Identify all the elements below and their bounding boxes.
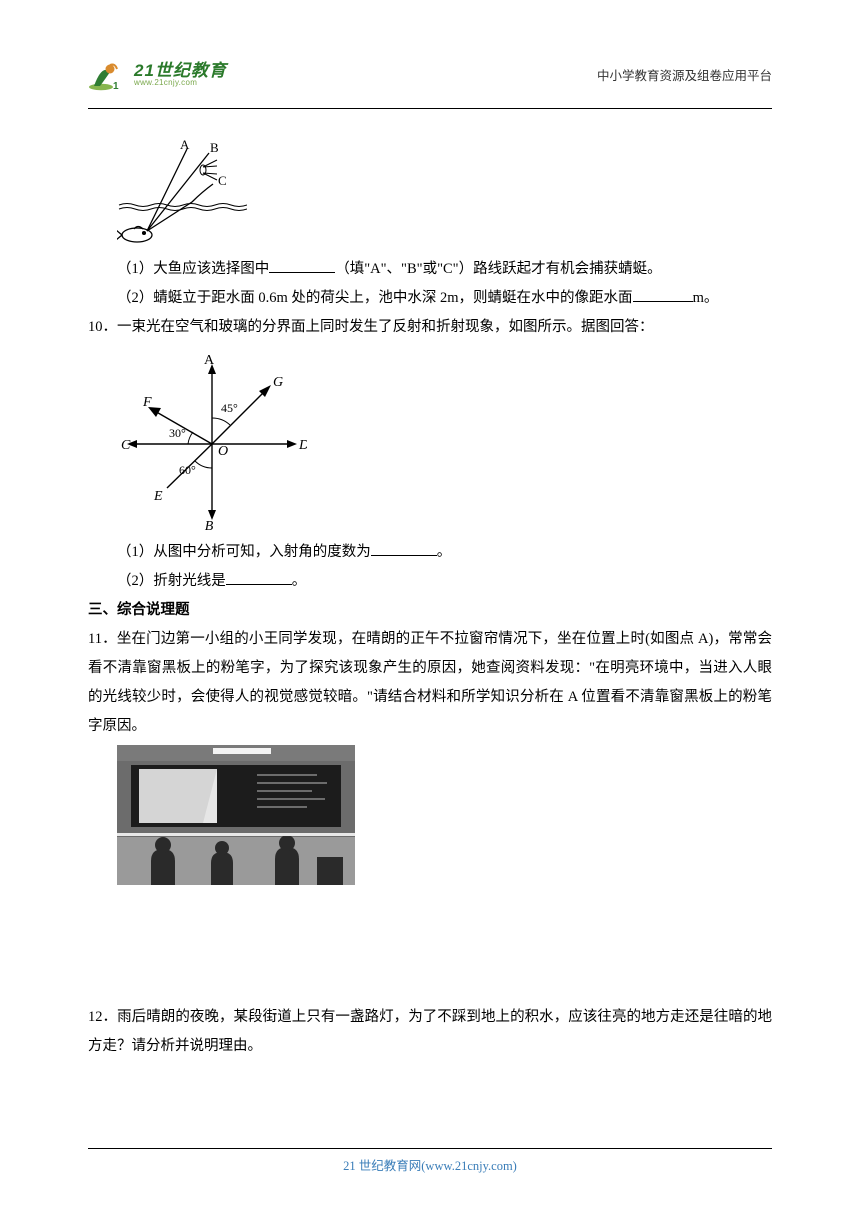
q10-blank2[interactable] xyxy=(226,569,292,585)
q11-text: 11．坐在门边第一小组的小王同学发现，在晴朗的正午不拉窗帘情况下，坐在位置上时(… xyxy=(88,625,772,741)
section-3-num: 三、 xyxy=(88,602,117,618)
q10-part2: （2）折射光线是 。 xyxy=(88,567,772,596)
logo-url: www.21cnjy.com xyxy=(134,79,227,87)
label-A: A xyxy=(180,139,190,152)
page-footer: 21 世纪教育网(www.21cnjy.com) xyxy=(0,1148,860,1174)
figure-q10: A B C D E F G O 45° 30° 60° xyxy=(117,352,772,532)
logo-icon: 1 xyxy=(88,56,128,92)
svg-text:1: 1 xyxy=(113,81,119,92)
answer-space-q11 xyxy=(88,885,772,1003)
q9-part1: （1）大鱼应该选择图中 （填"A"、"B"或"C"）路线跃起才有机会捕获蜻蜓。 xyxy=(88,255,772,284)
footer-text: 21 世纪教育网(www.21cnjy.com) xyxy=(343,1159,517,1173)
q10-part2-tail: 。 xyxy=(292,573,307,589)
q9-part2: （2）蜻蜓立于距水面 0.6m 处的荷尖上，池中水深 2m，则蜻蜓在水中的像距水… xyxy=(88,284,772,313)
figure-q11-photo xyxy=(117,745,355,885)
logo-text: 21世纪教育 www.21cnjy.com xyxy=(134,62,227,87)
page-header: 1 21世纪教育 www.21cnjy.com 中小学教育资源及组卷应用平台 xyxy=(88,56,772,92)
page: 1 21世纪教育 www.21cnjy.com 中小学教育资源及组卷应用平台 xyxy=(0,0,860,1216)
label-O: O xyxy=(218,444,228,459)
label-B: B xyxy=(210,140,219,155)
label-F: F xyxy=(142,395,152,410)
q10-part1-tail: 。 xyxy=(437,544,452,560)
page-content: A B C （1）大鱼应该选择图中 （填"A"、"B"或"C"）路线跃起才有机会捕… xyxy=(88,109,772,1061)
q9-part2-unit: m。 xyxy=(693,290,719,306)
q12-text: 12．雨后晴朗的夜晚，某段街道上只有一盏路灯，为了不踩到地上的积水，应该往亮的地… xyxy=(88,1003,772,1061)
label-D: D xyxy=(298,438,307,453)
label-A: A xyxy=(204,353,215,368)
figure-q9: A B C xyxy=(117,139,772,249)
label-B: B xyxy=(205,519,214,532)
logo-cn: 21世纪教育 xyxy=(134,62,227,79)
site-logo: 1 21世纪教育 www.21cnjy.com xyxy=(88,56,227,92)
footer-rule xyxy=(88,1148,772,1149)
label-G: G xyxy=(273,375,283,390)
section-3-name: 综合说理题 xyxy=(117,602,190,618)
header-right-text: 中小学教育资源及组卷应用平台 xyxy=(597,65,772,84)
q10-blank1[interactable] xyxy=(371,540,437,556)
q9-blank2[interactable] xyxy=(633,286,693,302)
section-3-title: 三、综合说理题 xyxy=(88,596,772,625)
label-E: E xyxy=(153,489,163,504)
q9-part1-mid: （填"A"、"B"或"C"）路线跃起才有机会捕获蜻蜓。 xyxy=(335,261,661,277)
q9-blank1[interactable] xyxy=(269,257,335,273)
arrow-D xyxy=(287,440,297,448)
q10-part1: （1）从图中分析可知，入射角的度数为 。 xyxy=(88,538,772,567)
angle-45: 45° xyxy=(221,401,238,415)
label-C: C xyxy=(121,438,131,453)
q10-stem: 10．一束光在空气和玻璃的分界面上同时发生了反射和折射现象，如图所示。据图回答： xyxy=(88,313,772,342)
angle-30: 30° xyxy=(169,426,186,440)
label-C: C xyxy=(218,173,227,188)
q9-part2-text: （2）蜻蜓立于距水面 0.6m 处的荷尖上，池中水深 2m，则蜻蜓在水中的像距水… xyxy=(117,290,633,306)
q10-part1-text: （1）从图中分析可知，入射角的度数为 xyxy=(117,544,371,560)
q9-part1-pre: （1）大鱼应该选择图中 xyxy=(117,261,269,277)
angle-60: 60° xyxy=(179,463,196,477)
q10-part2-text: （2）折射光线是 xyxy=(117,573,226,589)
